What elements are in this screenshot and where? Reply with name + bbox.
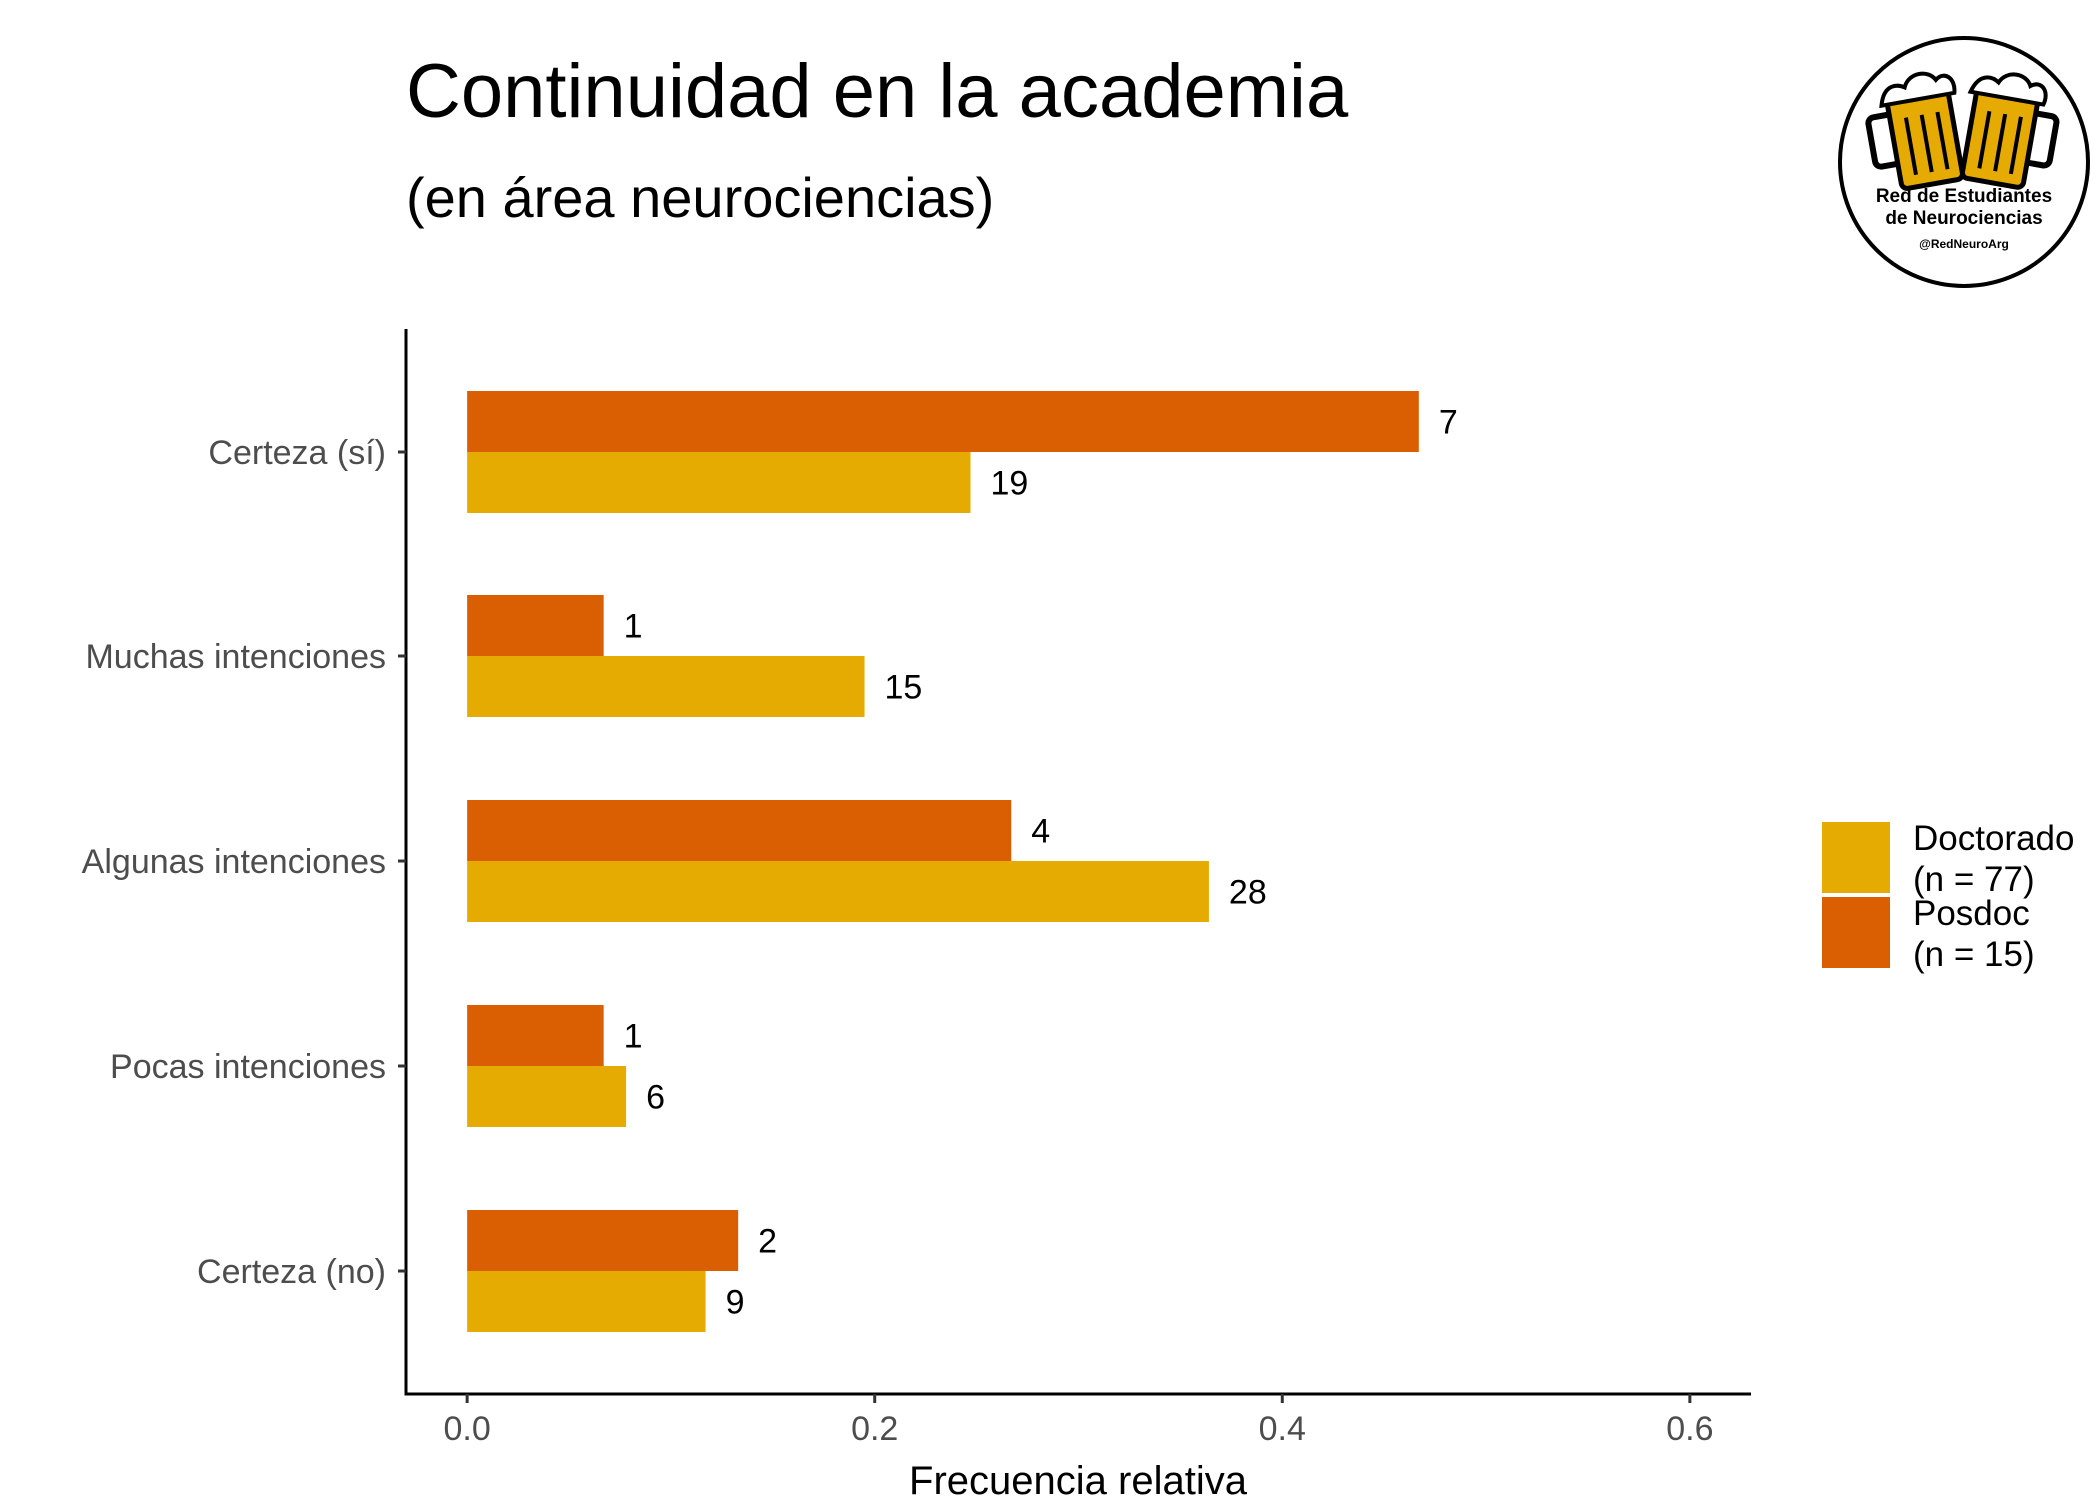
chart-subtitle: (en área neurociencias) xyxy=(406,166,994,229)
x-tick-label: 0.6 xyxy=(1666,1410,1713,1448)
legend-label: (n = 15) xyxy=(1913,935,2035,974)
beer-mugs-icon xyxy=(1865,71,2060,191)
x-axis-title: Frecuencia relativa xyxy=(909,1459,1248,1500)
bar-data-label: 2 xyxy=(758,1223,777,1261)
x-axis-ticks: 0.0 0.2 0.4 0.6 xyxy=(444,1394,1713,1448)
legend-key xyxy=(1822,822,1890,893)
legend-label: Posdoc xyxy=(1913,894,2030,933)
logo-handle: @RedNeuroArg xyxy=(1919,237,2009,251)
legend: Doctorado(n = 77)Posdoc(n = 15) xyxy=(1822,819,2074,974)
y-tick-label: Muchas intenciones xyxy=(85,638,386,676)
logo-line-1: Red de Estudiantes xyxy=(1876,186,2052,207)
chart-title: Continuidad en la academia xyxy=(406,49,1349,134)
bar-data-label: 1 xyxy=(624,608,643,646)
legend-label: (n = 77) xyxy=(1913,860,2035,899)
bar-data-label: 1 xyxy=(624,1018,643,1056)
bar-data-label: 15 xyxy=(885,669,923,707)
y-tick-label: Algunas intenciones xyxy=(82,843,386,881)
bar xyxy=(467,1210,739,1271)
x-tick-label: 0.2 xyxy=(851,1410,898,1448)
bar xyxy=(467,452,971,513)
bar-data-label: 6 xyxy=(646,1079,665,1117)
legend-key xyxy=(1822,897,1890,968)
bar xyxy=(467,391,1419,452)
y-axis-ticks: Certeza (sí) Muchas intenciones Algunas in… xyxy=(82,434,406,1291)
logo-line-2: de Neurociencias xyxy=(1885,208,2042,229)
bar xyxy=(467,1066,627,1127)
x-tick-label: 0.0 xyxy=(444,1410,491,1448)
bar xyxy=(467,595,604,656)
bar xyxy=(467,861,1209,922)
y-tick-label: Certeza (sí) xyxy=(208,434,386,472)
logo-badge: Red de Estudiantes de Neurociencias @Red… xyxy=(1838,36,2090,288)
x-tick-label: 0.4 xyxy=(1259,1410,1306,1448)
bar-data-label: 4 xyxy=(1031,813,1050,851)
bar-data-label: 28 xyxy=(1229,874,1267,912)
legend-label: Doctorado xyxy=(1913,819,2074,858)
bar xyxy=(467,656,865,717)
bar-data-label: 9 xyxy=(726,1284,745,1322)
bar xyxy=(467,1271,706,1332)
bar-data-label: 19 xyxy=(990,465,1028,503)
bar xyxy=(467,1005,604,1066)
y-tick-label: Pocas intenciones xyxy=(110,1048,386,1086)
bar-data-label: 7 xyxy=(1439,404,1458,442)
y-tick-label: Certeza (no) xyxy=(197,1253,386,1291)
bar xyxy=(467,800,1012,861)
